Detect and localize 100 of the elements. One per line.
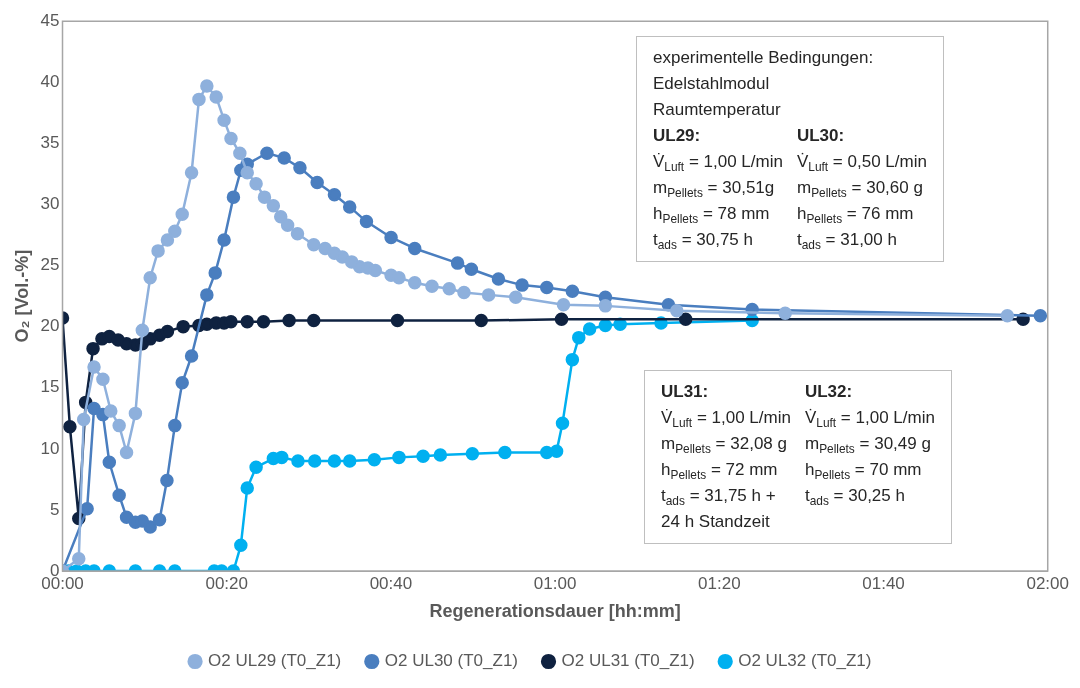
legend-label: O2 UL32 (T0_Z1)	[738, 651, 872, 671]
point	[224, 315, 238, 329]
text: UL29: V̇$_{Luft}$ = 1,00 L/min m$_{Pellets}$ = 30,51g h$_{Pellets}$ = 78 mm t$_{ads}$ = 30,75 h	[653, 126, 783, 253]
point	[104, 404, 118, 418]
point	[209, 90, 223, 104]
point	[168, 224, 182, 239]
point	[119, 445, 134, 460]
point	[249, 460, 263, 474]
point	[327, 187, 342, 202]
point	[368, 263, 383, 278]
point	[208, 266, 222, 280]
point	[670, 304, 684, 318]
point	[442, 282, 456, 296]
point	[498, 445, 512, 460]
x-tick-label: 02:00	[1026, 573, 1069, 593]
point	[407, 241, 422, 256]
point	[72, 552, 86, 566]
point	[515, 278, 529, 292]
point	[465, 446, 480, 461]
point	[200, 288, 214, 302]
point	[598, 318, 613, 333]
point	[450, 256, 465, 270]
point	[582, 322, 597, 336]
y-tick-label: 35	[40, 133, 60, 153]
point	[310, 175, 324, 190]
point	[143, 271, 157, 285]
point	[80, 501, 94, 516]
point	[86, 341, 100, 356]
point	[240, 165, 254, 180]
point	[256, 315, 271, 329]
point	[335, 250, 350, 264]
point	[556, 297, 571, 312]
point	[102, 455, 117, 470]
point	[359, 214, 374, 229]
x-tick-label: 00:20	[205, 573, 248, 593]
point	[96, 372, 110, 386]
point	[293, 161, 307, 175]
legend-label: O2 UL29 (T0_Z1)	[208, 651, 342, 671]
point	[433, 448, 448, 462]
point	[260, 146, 274, 160]
x-tick-label: 00:40	[369, 573, 413, 593]
point	[464, 262, 479, 276]
point	[1000, 308, 1015, 323]
point	[240, 481, 254, 495]
text: UL30: V̇$_{Luft}$ = 0,50 L/min m$_{Pellets}$ = 30,60 g h$_{Pellets}$ = 76 mm t$_{ads}$ = 31,00 h	[796, 126, 927, 253]
point	[549, 444, 564, 459]
point	[554, 312, 569, 327]
point	[143, 520, 157, 534]
point	[112, 418, 126, 433]
point	[249, 176, 263, 191]
point	[306, 313, 321, 328]
point	[234, 538, 248, 553]
point	[327, 454, 342, 468]
y-tick-label: 30	[40, 194, 60, 214]
point	[175, 207, 189, 221]
point	[160, 473, 174, 488]
point	[392, 450, 406, 465]
point	[1033, 308, 1048, 323]
point	[425, 279, 439, 294]
point	[416, 449, 430, 463]
point	[598, 299, 613, 313]
point	[135, 323, 150, 338]
legend-label: O2 UL30 (T0_Z1)	[384, 651, 519, 671]
y-axis-title: O₂ [Vol.-%]	[11, 249, 32, 343]
point	[76, 412, 91, 427]
y-tick-label: 20	[40, 316, 60, 336]
point	[290, 227, 305, 241]
point	[184, 349, 199, 363]
point	[257, 190, 272, 204]
point	[277, 151, 291, 165]
point	[457, 285, 471, 300]
annotation: experimentelle Bedingungen: Edelstahlmodul Raumtemperatur	[653, 47, 875, 121]
point	[565, 284, 580, 298]
point	[176, 319, 190, 334]
point	[384, 230, 398, 245]
y-tick-label: 25	[40, 255, 60, 275]
point	[540, 280, 554, 295]
point	[175, 376, 189, 390]
point	[273, 209, 288, 224]
point	[565, 352, 580, 367]
point	[128, 406, 143, 421]
point	[481, 288, 496, 302]
point	[217, 113, 231, 127]
point	[678, 312, 693, 327]
point	[392, 271, 406, 285]
point	[491, 272, 506, 286]
x-tick-label: 01:20	[698, 573, 741, 593]
point	[184, 165, 199, 180]
point	[160, 324, 175, 339]
x-axis-title: Regenerationsdauer [hh:mm]	[429, 601, 681, 622]
point	[342, 454, 357, 468]
point	[778, 306, 792, 320]
point	[233, 146, 247, 160]
point	[112, 488, 126, 502]
point	[168, 418, 182, 433]
point	[407, 275, 422, 290]
point	[572, 330, 586, 345]
point	[217, 233, 231, 247]
point	[87, 360, 101, 374]
point	[390, 313, 405, 328]
